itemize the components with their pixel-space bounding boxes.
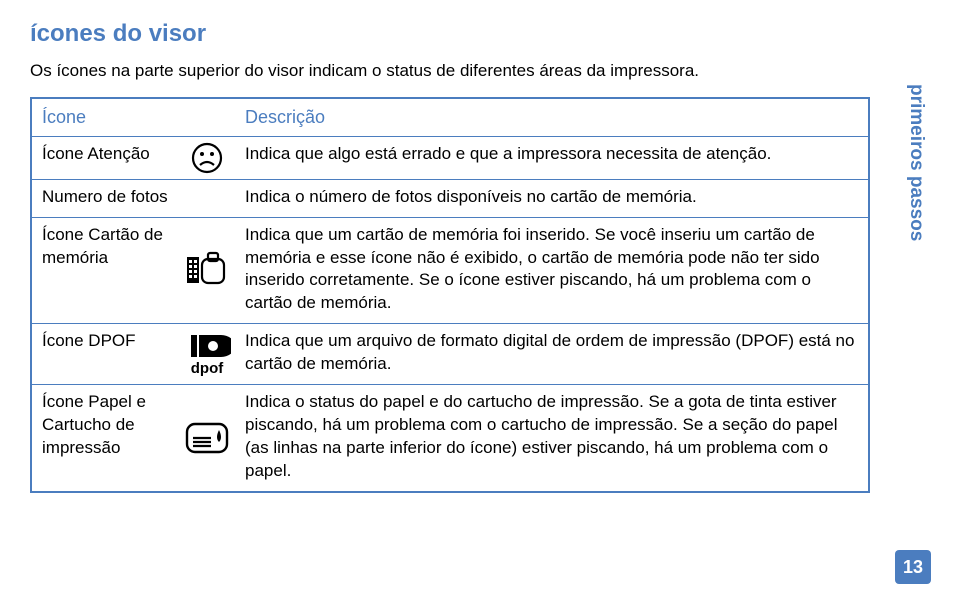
dpof-icon: dpof <box>179 324 235 385</box>
page-number-badge: 13 <box>895 550 931 584</box>
table-row: Ícone Papel e Cartucho de impressão Indi… <box>31 385 869 492</box>
header-desc: Descrição <box>235 98 869 136</box>
row-desc-photos: Indica o número de fotos disponíveis no … <box>235 179 869 217</box>
blank-icon <box>179 179 235 217</box>
sad-face-icon <box>179 136 235 179</box>
row-label-photos: Numero de fotos <box>31 179 179 217</box>
svg-text:dpof: dpof <box>191 360 224 377</box>
page-title: ícones do visor <box>30 18 889 50</box>
icons-table: Ícone Descrição Ícone Atenção Indica que… <box>30 97 870 493</box>
row-desc-dpof: Indica que um arquivo de formato digital… <box>235 324 869 385</box>
table-row: Ícone Atenção Indica que algo está errad… <box>31 136 869 179</box>
header-icon: Ícone <box>31 98 235 136</box>
table-row: Ícone DPOF dpof Indica que um arquivo de… <box>31 324 869 385</box>
memory-card-icon <box>179 217 235 324</box>
row-label-card: Ícone Cartão de memória <box>31 217 179 324</box>
table-row: Ícone Cartão de memória Indica que um ca… <box>31 217 869 324</box>
paper-ink-icon <box>179 385 235 492</box>
side-tab: primeiros passos <box>903 84 929 241</box>
row-label-attention: Ícone Atenção <box>31 136 179 179</box>
table-row: Numero de fotos Indica o número de fotos… <box>31 179 869 217</box>
page-subtitle: Os ícones na parte superior do visor ind… <box>30 60 889 83</box>
row-label-paper: Ícone Papel e Cartucho de impressão <box>31 385 179 492</box>
row-desc-paper: Indica o status do papel e do cartucho d… <box>235 385 869 492</box>
row-label-dpof: Ícone DPOF <box>31 324 179 385</box>
row-desc-attention: Indica que algo está errado e que a impr… <box>235 136 869 179</box>
row-desc-card: Indica que um cartão de memória foi inse… <box>235 217 869 324</box>
table-header-row: Ícone Descrição <box>31 98 869 136</box>
